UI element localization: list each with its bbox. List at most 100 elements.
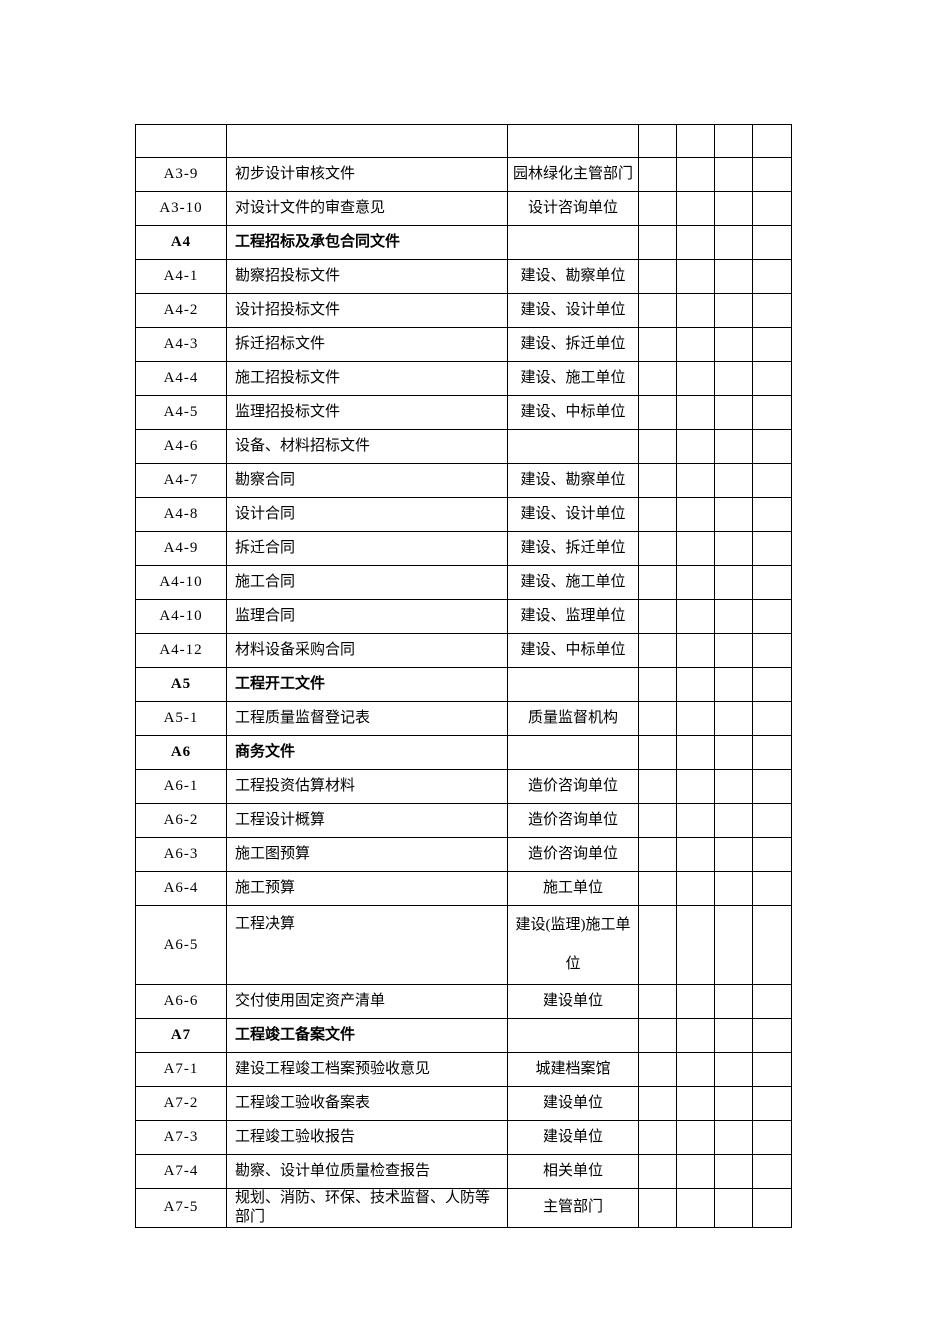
table-row: A6-2 工程设计概算 造价咨询单位 xyxy=(135,803,792,838)
blank-check-cell xyxy=(714,769,753,804)
row-code-cell: A3-9 xyxy=(135,157,227,192)
blank-check-cell xyxy=(638,293,677,328)
row-unit-cell xyxy=(507,124,639,158)
blank-check-cell xyxy=(676,633,715,668)
blank-check-cell xyxy=(638,633,677,668)
row-code-cell: A3-10 xyxy=(135,191,227,226)
table-row: A4-1 勘察招投标文件 建设、勘察单位 xyxy=(135,259,792,294)
blank-check-cell xyxy=(638,157,677,192)
row-title-cell: 设备、材料招标文件 xyxy=(226,429,508,464)
row-title-cell: 工程设计概算 xyxy=(226,803,508,838)
row-unit-cell: 造价咨询单位 xyxy=(507,769,639,804)
blank-check-cell xyxy=(752,1018,792,1053)
row-code-cell: A4-2 xyxy=(135,293,227,328)
blank-check-cell xyxy=(638,1120,677,1155)
blank-check-cell xyxy=(714,803,753,838)
blank-check-cell xyxy=(714,837,753,872)
row-unit-cell: 主管部门 xyxy=(507,1188,639,1228)
row-unit-cell: 设计咨询单位 xyxy=(507,191,639,226)
blank-check-cell xyxy=(676,1188,715,1228)
row-code-cell: A7-5 xyxy=(135,1188,227,1228)
table-row: A6-3 施工图预算 造价咨询单位 xyxy=(135,837,792,872)
blank-check-cell xyxy=(676,497,715,532)
row-title-cell: 勘察合同 xyxy=(226,463,508,498)
blank-check-cell xyxy=(676,905,715,985)
row-title-cell: 施工招投标文件 xyxy=(226,361,508,396)
blank-check-cell xyxy=(638,599,677,634)
blank-check-cell xyxy=(752,565,792,600)
blank-check-cell xyxy=(752,1188,792,1228)
row-code-cell: A4-8 xyxy=(135,497,227,532)
blank-check-cell xyxy=(752,803,792,838)
row-unit-cell xyxy=(507,225,639,260)
blank-check-cell xyxy=(714,225,753,260)
blank-check-cell xyxy=(676,1086,715,1121)
row-title-cell: 工程竣工备案文件 xyxy=(226,1018,508,1053)
blank-check-cell xyxy=(676,463,715,498)
blank-check-cell xyxy=(638,191,677,226)
blank-check-cell xyxy=(752,463,792,498)
row-code-cell: A6-5 xyxy=(135,905,227,985)
blank-check-cell xyxy=(714,1188,753,1228)
blank-check-cell xyxy=(638,701,677,736)
table-row: A5-1 工程质量监督登记表 质量监督机构 xyxy=(135,701,792,736)
row-title-cell: 材料设备采购合同 xyxy=(226,633,508,668)
row-code-cell: A6-3 xyxy=(135,837,227,872)
blank-check-cell xyxy=(638,259,677,294)
table-row: A7-2 工程竣工验收备案表 建设单位 xyxy=(135,1086,792,1121)
row-unit-cell: 园林绿化主管部门 xyxy=(507,157,639,192)
table-row: A4-3 拆迁招标文件 建设、拆迁单位 xyxy=(135,327,792,362)
blank-check-cell xyxy=(714,293,753,328)
table-row: A7-4 勘察、设计单位质量检查报告 相关单位 xyxy=(135,1154,792,1189)
blank-check-cell xyxy=(714,1120,753,1155)
row-unit-cell xyxy=(507,667,639,702)
row-unit-cell: 建设、中标单位 xyxy=(507,395,639,430)
row-code-cell: A4-5 xyxy=(135,395,227,430)
row-title-cell: 工程决算 xyxy=(226,905,508,985)
table-row: A4-7 勘察合同 建设、勘察单位 xyxy=(135,463,792,498)
blank-check-cell xyxy=(714,429,753,464)
row-title-cell: 设计招投标文件 xyxy=(226,293,508,328)
blank-check-cell xyxy=(638,667,677,702)
blank-check-cell xyxy=(676,735,715,770)
blank-check-cell xyxy=(752,531,792,566)
blank-check-cell xyxy=(676,361,715,396)
blank-check-cell xyxy=(638,1018,677,1053)
blank-check-cell xyxy=(714,463,753,498)
table-row: A7 工程竣工备案文件 xyxy=(135,1018,792,1053)
blank-check-cell xyxy=(752,259,792,294)
blank-check-cell xyxy=(676,837,715,872)
blank-check-cell xyxy=(714,157,753,192)
row-title-cell: 勘察招投标文件 xyxy=(226,259,508,294)
blank-check-cell xyxy=(714,1052,753,1087)
row-title-cell: 设计合同 xyxy=(226,497,508,532)
table-row: A6-4 施工预算 施工单位 xyxy=(135,871,792,906)
table-row: A6-1 工程投资估算材料 造价咨询单位 xyxy=(135,769,792,804)
row-code-cell: A6-2 xyxy=(135,803,227,838)
blank-check-cell xyxy=(638,225,677,260)
blank-check-cell xyxy=(714,124,753,158)
row-code-cell: A4-4 xyxy=(135,361,227,396)
blank-check-cell xyxy=(638,1052,677,1087)
blank-check-cell xyxy=(676,395,715,430)
blank-check-cell xyxy=(638,984,677,1019)
blank-check-cell xyxy=(752,497,792,532)
blank-check-cell xyxy=(752,191,792,226)
row-unit-cell: 造价咨询单位 xyxy=(507,803,639,838)
row-code-cell: A4-10 xyxy=(135,565,227,600)
row-code-cell: A4-3 xyxy=(135,327,227,362)
blank-check-cell xyxy=(714,984,753,1019)
table-row: A7-3 工程竣工验收报告 建设单位 xyxy=(135,1120,792,1155)
blank-check-cell xyxy=(714,191,753,226)
row-title-cell: 对设计文件的审查意见 xyxy=(226,191,508,226)
blank-check-cell xyxy=(714,1086,753,1121)
blank-check-cell xyxy=(638,531,677,566)
blank-check-cell xyxy=(676,1018,715,1053)
row-title-cell: 工程竣工验收备案表 xyxy=(226,1086,508,1121)
blank-check-cell xyxy=(676,1052,715,1087)
blank-check-cell xyxy=(752,837,792,872)
blank-check-cell xyxy=(752,701,792,736)
blank-check-cell xyxy=(714,1018,753,1053)
blank-check-cell xyxy=(714,667,753,702)
blank-check-cell xyxy=(638,124,677,158)
